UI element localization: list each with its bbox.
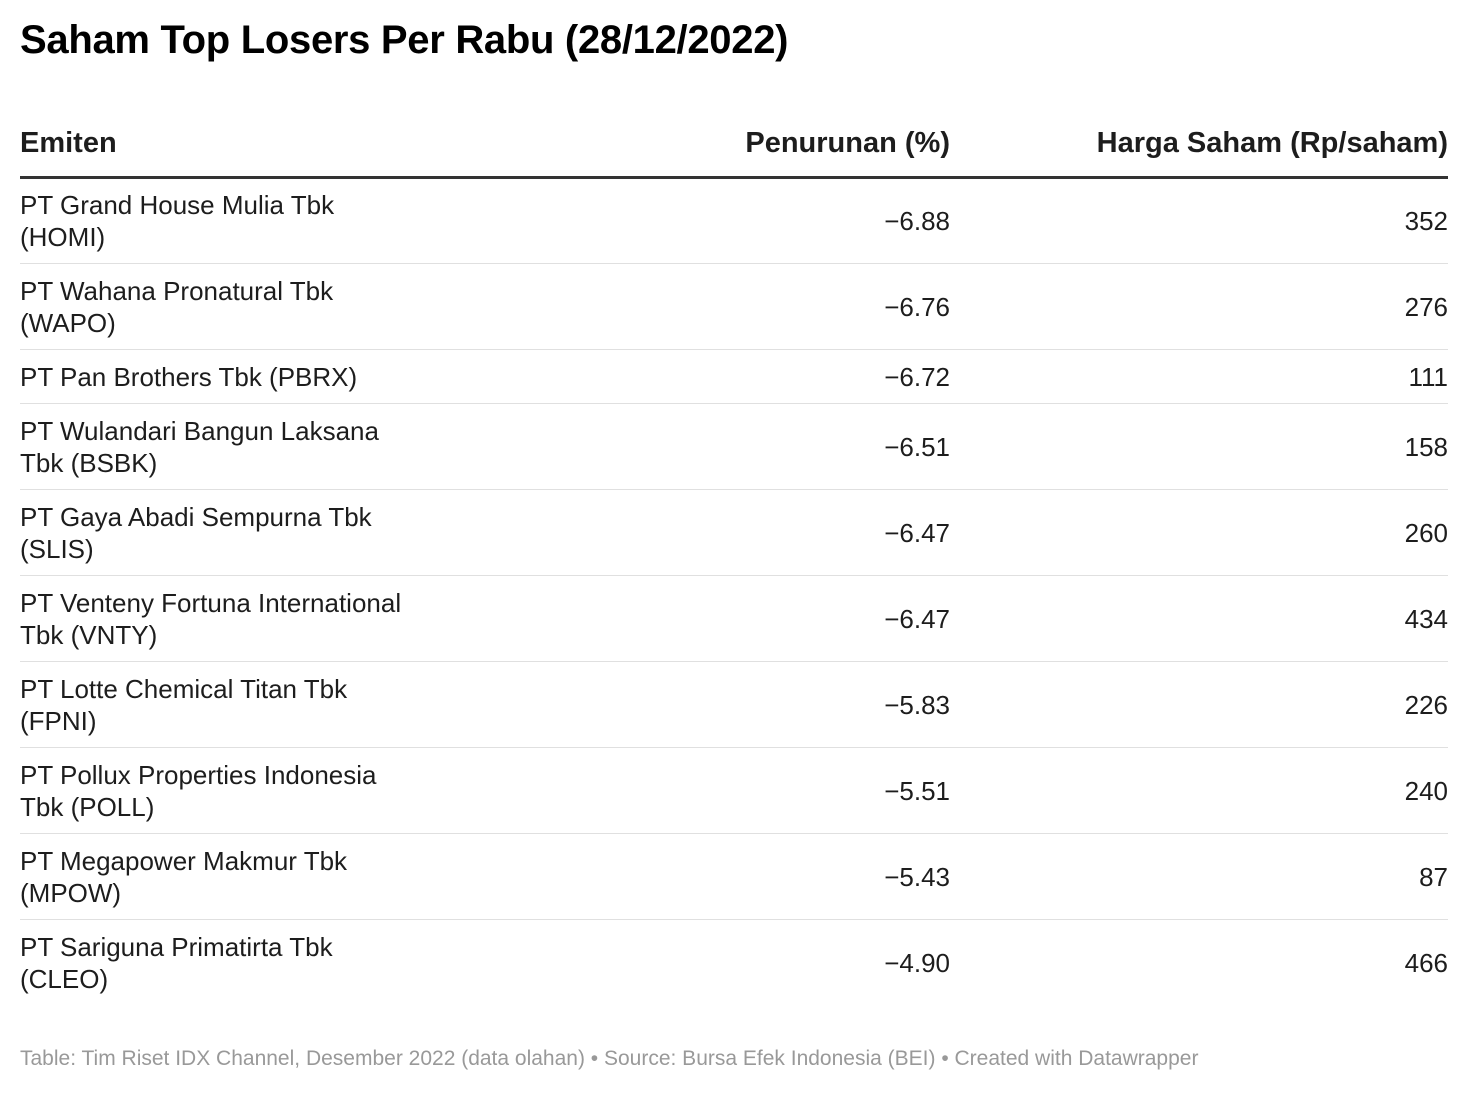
cell-emiten: PT Lotte Chemical Titan Tbk (FPNI) [20, 661, 460, 748]
cell-penurunan: −4.90 [884, 947, 950, 978]
header-row: Emiten Penurunan (%) Harga Saham (Rp/sah… [20, 110, 1448, 179]
cell-harga: 466 [1404, 947, 1448, 978]
cell-harga: 434 [950, 575, 1448, 662]
cell-emiten: PT Sariguna Primatirta Tbk (CLEO) [20, 920, 460, 1006]
cell-penurunan: −6.76 [460, 263, 950, 350]
cell-harga: 260 [950, 489, 1448, 576]
cell-harga: 352 [950, 177, 1448, 264]
emiten-name-line: PT Gaya Abadi Sempurna Tbk [20, 501, 372, 532]
table-row: PT Grand House Mulia Tbk (HOMI) −6.88 352 [20, 177, 1448, 264]
data-table: Emiten Penurunan (%) Harga Saham (Rp/sah… [20, 110, 1448, 1006]
cell-harga: 226 [950, 661, 1448, 748]
table-row: PT Megapower Makmur Tbk (MPOW) −5.43 87 [20, 833, 1448, 920]
cell-penurunan: −5.43 [460, 833, 950, 920]
cell-penurunan: −6.47 [460, 489, 950, 576]
emiten-name-line: PT Pan Brothers Tbk (PBRX) [20, 361, 358, 392]
table-footer: Table: Tim Riset IDX Channel, Desember 2… [20, 1047, 1199, 1070]
table-row: PT Lotte Chemical Titan Tbk (FPNI) −5.83 22… [20, 661, 1448, 748]
emiten-name-line: PT Wahana Pronatural Tbk [20, 275, 334, 306]
cell-emiten: PT Megapower Makmur Tbk (MPOW) [20, 833, 460, 920]
table-body: PT Grand House Mulia Tbk (HOMI) −6.88 352 PT… [20, 177, 1448, 1006]
cell-emiten: PT Wahana Pronatural Tbk (WAPO) [20, 263, 460, 350]
cell-harga: 111 [950, 349, 1448, 404]
table-row: PT Gaya Abadi Sempurna Tbk (SLIS) −6.47 260 [20, 489, 1448, 576]
table-row: PT Wulandari Bangun Laksana Tbk (BSBK) −6.… [20, 403, 1448, 490]
emiten-name-line: PT Wulandari Bangun Laksana [20, 415, 379, 446]
cell-penurunan: −5.83 [460, 661, 950, 748]
cell-emiten: PT Grand House Mulia Tbk (HOMI) [20, 177, 460, 264]
cell-harga: 240 [950, 747, 1448, 834]
cell-harga: 276 [950, 263, 1448, 350]
table-row: PT Pan Brothers Tbk (PBRX) −6.72 111 [20, 349, 1448, 404]
cell-emiten: PT Gaya Abadi Sempurna Tbk (SLIS) [20, 489, 460, 576]
emiten-code-line: (FPNI) [20, 705, 97, 736]
table-row: PT Sariguna Primatirta Tbk (CLEO) −4.90 466 [20, 920, 1448, 1006]
cell-emiten: PT Pan Brothers Tbk (PBRX) [20, 349, 460, 404]
cell-emiten: PT Venteny Fortuna International Tbk (VNT… [20, 575, 460, 662]
emiten-code-line: (SLIS) [20, 533, 94, 564]
emiten-name-line: PT Pollux Properties Indonesia [20, 759, 377, 790]
emiten-code-line: Tbk (POLL) [20, 791, 155, 822]
emiten-code-line: Tbk (BSBK) [20, 447, 158, 478]
emiten-name-line: PT Sariguna Primatirta Tbk [20, 931, 333, 962]
cell-harga: 158 [950, 403, 1448, 490]
emiten-code-line: (WAPO) [20, 307, 116, 338]
emiten-code-line: Tbk (VNTY) [20, 619, 158, 650]
cell-emiten: PT Wulandari Bangun Laksana Tbk (BSBK) [20, 403, 460, 490]
column-header-penurunan: Penurunan (%) [460, 110, 950, 179]
cell-emiten: PT Pollux Properties Indonesia Tbk (POLL) [20, 747, 460, 834]
emiten-code-line: (MPOW) [20, 877, 122, 908]
cell-harga: 87 [950, 833, 1448, 920]
column-header-harga: Harga Saham (Rp/saham) [950, 110, 1448, 179]
table-row: PT Venteny Fortuna International Tbk (VNT… [20, 575, 1448, 662]
table-row: PT Pollux Properties Indonesia Tbk (POLL)… [20, 747, 1448, 834]
cell-penurunan: −5.51 [460, 747, 950, 834]
table-header: Emiten Penurunan (%) Harga Saham (Rp/sah… [20, 110, 1448, 179]
emiten-code-line: (CLEO) [20, 963, 109, 994]
emiten-name-line: PT Lotte Chemical Titan Tbk [20, 673, 348, 704]
chart-title: Saham Top Losers Per Rabu (28/12/2022) [20, 18, 789, 62]
emiten-name-line: PT Venteny Fortuna International [20, 587, 402, 618]
emiten-name-line: PT Grand House Mulia Tbk [20, 190, 335, 220]
cell-penurunan: −6.88 [460, 177, 950, 264]
cell-penurunan: −6.51 [460, 403, 950, 490]
cell-penurunan: −6.47 [460, 575, 950, 662]
emiten-name-line: PT Megapower Makmur Tbk [20, 845, 348, 876]
emiten-code-line: (HOMI) [20, 222, 106, 252]
column-header-emiten: Emiten [20, 110, 460, 179]
cell-penurunan: −6.72 [460, 349, 950, 404]
table-row: PT Wahana Pronatural Tbk (WAPO) −6.76 276 [20, 263, 1448, 350]
